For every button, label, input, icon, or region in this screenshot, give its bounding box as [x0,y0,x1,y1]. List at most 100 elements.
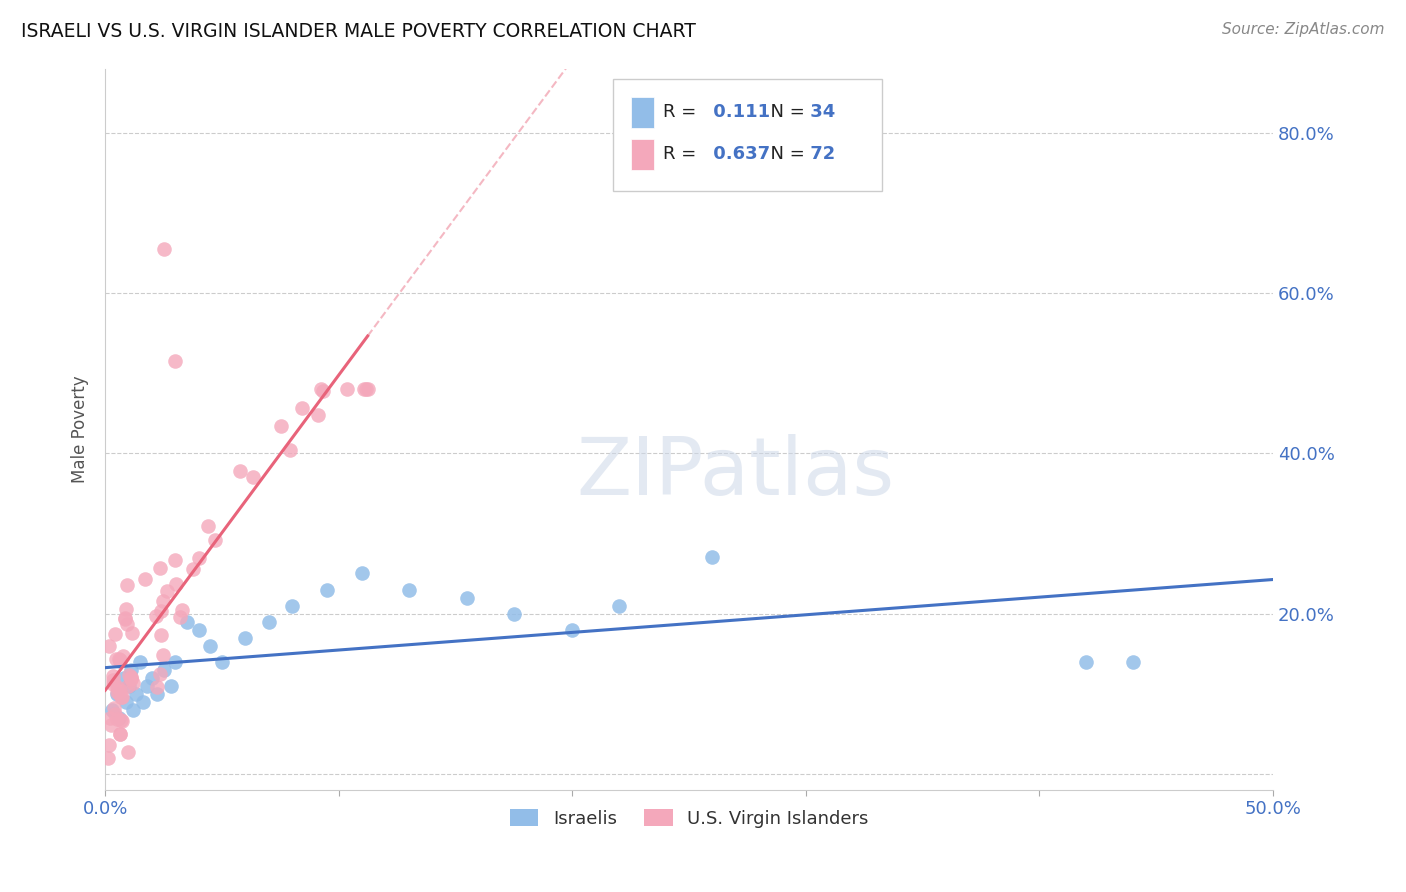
Point [121,675,143,690]
Point [104,707,127,722]
Point [149,560,172,574]
Point [103,673,125,688]
Point [105,680,128,694]
Point [117,578,139,592]
Point [104,652,127,666]
Legend: Israelis, U.S. Virgin Islanders: Israelis, U.S. Virgin Islanders [502,802,876,835]
Point [149,667,172,681]
Point [281,599,304,613]
Point [117,679,139,693]
Text: R =: R = [664,145,697,162]
Point [145,608,167,623]
Text: ZIPatlas: ZIPatlas [576,434,894,511]
Point [114,612,136,626]
Point [176,615,198,629]
Point [170,603,193,617]
Point [309,382,332,396]
Point [110,726,132,740]
Point [242,469,264,483]
Point [336,382,359,396]
Text: R =: R = [664,103,697,120]
Point [111,714,134,729]
Point [456,591,478,605]
Point [120,671,142,685]
Point [108,686,131,700]
FancyBboxPatch shape [631,139,654,169]
Point [270,419,292,434]
Point [112,671,135,685]
Point [136,679,159,693]
Point [111,649,134,664]
Point [131,695,153,709]
Point [307,408,329,422]
Point [115,617,138,632]
Text: N =: N = [759,103,806,120]
Text: 0.637: 0.637 [707,145,769,162]
Point [187,623,209,637]
Point [115,695,138,709]
Point [150,604,173,618]
Point [357,382,380,396]
Text: N =: N = [759,145,806,162]
Point [156,584,179,599]
Point [110,727,132,741]
Point [115,602,138,616]
Text: 72: 72 [804,145,835,162]
Point [152,242,174,256]
Point [354,382,377,396]
Point [398,582,420,597]
Point [159,679,181,693]
Point [124,687,146,701]
Text: 34: 34 [804,103,835,120]
Point [257,615,280,629]
Point [111,690,134,705]
FancyBboxPatch shape [631,97,654,128]
Point [105,712,128,726]
Point [165,354,187,368]
Point [197,518,219,533]
Y-axis label: Male Poverty: Male Poverty [72,376,89,483]
Point [152,648,174,663]
Point [120,663,142,677]
Text: 0.111: 0.111 [707,103,769,120]
Point [101,669,124,683]
Point [98,639,121,653]
Point [352,566,374,581]
Point [163,553,186,567]
Point [108,654,131,668]
Point [146,680,169,694]
Point [117,679,139,693]
Point [235,631,257,645]
Point [280,442,302,457]
Point [105,685,128,699]
Point [1122,655,1144,669]
Point [122,703,145,717]
Point [152,593,174,607]
Point [104,627,127,641]
Point [291,401,314,416]
Point [114,611,136,625]
Point [187,550,209,565]
Point [108,711,131,725]
Point [702,550,724,565]
Point [353,382,375,396]
Point [152,663,174,677]
Point [97,751,120,765]
Point [607,599,630,613]
Point [169,609,191,624]
Point [117,745,139,759]
Point [121,625,143,640]
Point [149,628,172,642]
Point [108,652,131,666]
Point [121,670,143,684]
Point [105,687,128,701]
Point [1076,655,1098,669]
Point [100,717,122,731]
Point [204,533,226,547]
Point [129,655,152,669]
Point [141,671,163,685]
Point [229,464,252,478]
FancyBboxPatch shape [613,79,882,191]
Point [98,739,121,753]
Point [110,714,132,728]
